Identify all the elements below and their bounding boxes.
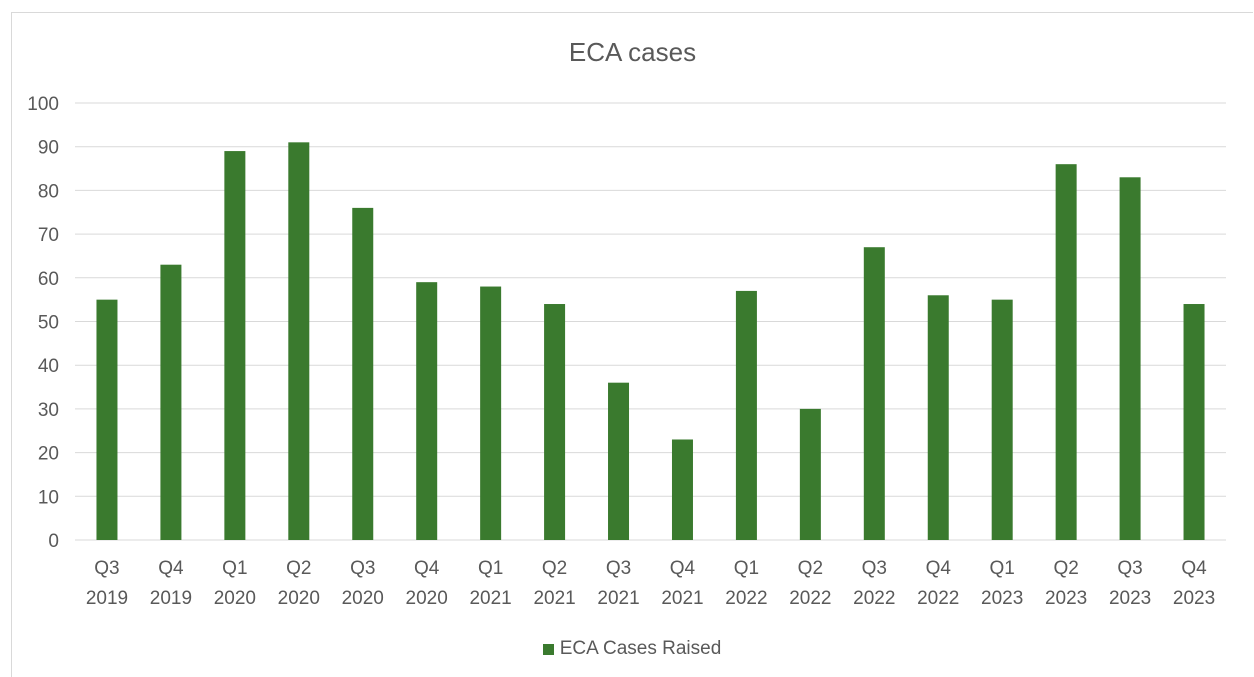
y-tick-label: 20 [38, 444, 59, 465]
bar [480, 286, 502, 540]
legend-swatch [542, 643, 554, 655]
chart-frame [11, 12, 1253, 677]
bar [1183, 304, 1205, 540]
x-tick-label: Q3 2020 [342, 558, 384, 609]
chart-title: ECA cases [568, 37, 697, 67]
bar [224, 151, 246, 540]
y-tick-label: 90 [38, 138, 59, 159]
x-tick-label: Q4 2022 [917, 558, 959, 609]
x-tick-label: Q3 2022 [853, 558, 895, 609]
y-tick-label: 60 [38, 269, 59, 290]
bar [799, 408, 821, 540]
x-tick-label: Q3 2023 [1109, 558, 1151, 609]
bar [160, 264, 182, 540]
x-tick-label: Q2 2022 [789, 558, 831, 609]
bar [927, 295, 949, 540]
x-tick-label: Q1 2021 [469, 558, 511, 609]
bar [352, 207, 374, 540]
legend: ECA Cases Raised [0, 638, 1254, 660]
x-tick-label: Q2 2021 [533, 558, 575, 609]
bar [991, 299, 1013, 540]
y-tick-label: 70 [38, 225, 59, 246]
x-tick-label: Q4 2019 [150, 558, 192, 609]
y-tick-label: 30 [38, 400, 59, 421]
legend-label: ECA Cases Raised [559, 638, 722, 659]
y-axis: 0 10 20 30 40 50 60 70 80 90 100 [27, 94, 59, 552]
bar [288, 142, 310, 540]
bar [863, 247, 885, 540]
bar [544, 304, 566, 540]
y-tick-label: 50 [38, 313, 59, 334]
x-tick-label: Q2 2023 [1045, 558, 1087, 609]
x-tick-label: Q3 2019 [86, 558, 128, 609]
x-tick-label: Q1 2022 [725, 558, 767, 609]
bar [1055, 164, 1077, 540]
bar [416, 282, 438, 540]
y-tick-label: 80 [38, 181, 59, 202]
x-axis: Q3 2019 Q4 2019 Q1 2020 Q2 2020 Q3 2020 Q4 2020 Q1 20… [86, 558, 1215, 609]
gridlines [75, 102, 1226, 541]
y-tick-label: 100 [27, 94, 59, 115]
bars [96, 142, 1205, 541]
bar [608, 382, 630, 540]
y-tick-label: 10 [38, 487, 59, 508]
x-tick-label: Q1 2020 [214, 558, 256, 609]
y-tick-label: 40 [38, 356, 59, 377]
x-tick-label: Q4 2023 [1173, 558, 1215, 609]
x-tick-label: Q4 2020 [406, 558, 448, 609]
bar [96, 299, 118, 540]
bar [671, 439, 693, 540]
x-tick-label: Q4 2021 [661, 558, 703, 609]
bar [735, 290, 757, 540]
x-tick-label: Q1 2023 [981, 558, 1023, 609]
x-tick-label: Q3 2021 [597, 558, 639, 609]
bar [1119, 177, 1141, 541]
x-tick-label: Q2 2020 [278, 558, 320, 609]
y-tick-label: 0 [48, 531, 59, 552]
